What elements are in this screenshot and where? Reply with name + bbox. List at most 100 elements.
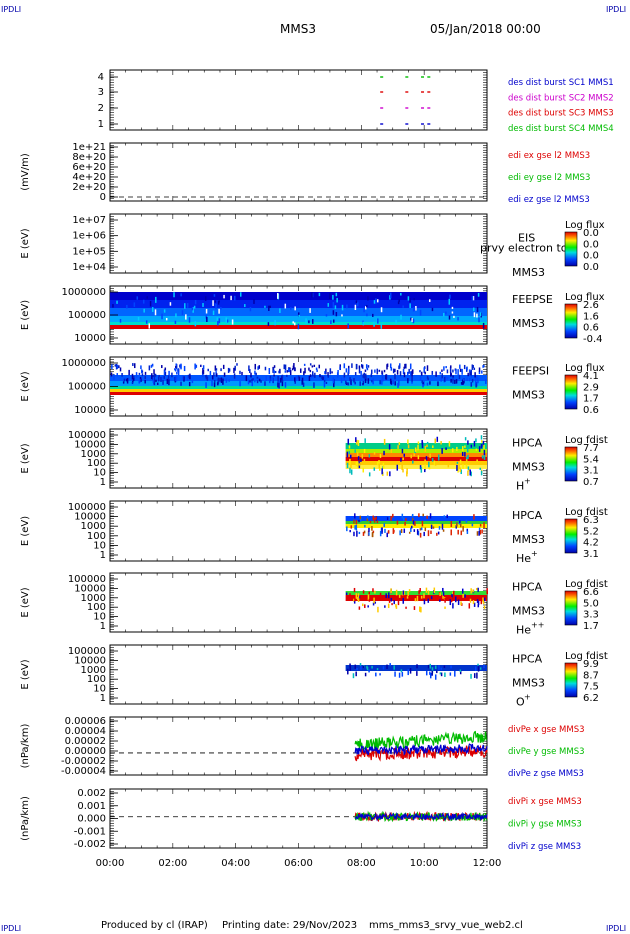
feepsi-speck <box>389 378 392 384</box>
hpca-he2-speck <box>423 599 426 605</box>
hpca-o-speck <box>398 672 401 678</box>
feepsi-speck <box>132 363 134 366</box>
hpca-h-speck <box>483 444 485 450</box>
feepse-speck <box>253 299 255 304</box>
hpca-h-speck <box>459 467 462 473</box>
feepsi-colorbar-title: Log flux <box>565 363 605 374</box>
feepse-speck <box>332 302 335 308</box>
feepsi-speck <box>141 373 144 377</box>
feepse-speck <box>451 311 454 314</box>
feepsi-speck <box>407 378 409 384</box>
feepsi-speck <box>379 380 381 385</box>
feepsi-speck <box>372 378 374 385</box>
hpca-h-speck <box>462 464 464 469</box>
feepsi-speck <box>277 382 279 388</box>
hpca-he2-speck <box>420 606 422 613</box>
hpca-o-speck <box>477 666 480 672</box>
hpca-he1-band <box>345 516 487 521</box>
feepsi-speck <box>482 365 484 368</box>
feepse-speck <box>373 321 375 327</box>
feepsi-speck <box>443 366 445 371</box>
hpca-h-speck <box>350 469 353 475</box>
hpca-o-speck <box>356 667 358 671</box>
feepsi-speck <box>452 369 454 373</box>
hpca-o-speck <box>454 670 456 677</box>
hpca-h-speck <box>401 464 403 471</box>
hpca-h-speck <box>389 471 391 477</box>
feepsi-speck <box>227 367 230 373</box>
hpca-h-speck <box>417 455 420 460</box>
feepsi-speck <box>311 371 314 376</box>
hpca-o-spacecraft-label: MMS3 <box>512 677 545 690</box>
burst-y-tick-label: 3 <box>98 87 104 98</box>
hpca-h-speck <box>468 468 470 472</box>
feepsi-speck <box>251 378 253 383</box>
feepsi-speck <box>441 369 443 372</box>
feepsi-band <box>110 386 487 389</box>
hpca-he1-speck <box>466 528 469 532</box>
hpca-h-speck <box>373 451 376 455</box>
feepsi-speck <box>345 382 348 385</box>
feepse-instrument-label: FEEPSE <box>512 293 553 306</box>
feepsi-speck <box>390 367 393 371</box>
feepsi-band <box>110 389 487 392</box>
feepse-speck <box>294 306 296 311</box>
hpca-h-speck <box>362 467 365 473</box>
feepse-speck <box>184 303 186 309</box>
hpca-h-speck <box>424 469 426 473</box>
hpca-he2-speck <box>391 603 393 606</box>
hpca-he1-speck <box>450 529 452 536</box>
feepse-speck <box>165 317 168 321</box>
feepsi-speck <box>309 369 312 373</box>
hpca-he1-y-tick-label: 100 <box>87 531 106 542</box>
feepsi-speck <box>422 382 424 385</box>
feepsi-speck <box>358 365 361 369</box>
feepsi-speck <box>409 371 412 377</box>
feepse-colorbar-tick-label: 2.6 <box>583 300 599 311</box>
feepse-colorbar-scale <box>564 303 578 339</box>
hpca-he1-speck <box>418 513 420 518</box>
hpca-he1-speck <box>373 517 376 523</box>
feepse-speck <box>217 300 220 305</box>
feepsi-speck <box>151 363 154 367</box>
feepsi-speck <box>200 364 202 367</box>
feepsi-speck <box>423 367 425 373</box>
feepsi-speck <box>248 365 250 371</box>
feepse-speck <box>362 321 365 326</box>
feepse-speck <box>218 308 220 314</box>
hpca-he1-colorbar-title: Log fdist <box>565 507 608 518</box>
hpca-he1-y-tick-label: 1 <box>100 550 106 561</box>
feepsi-speck <box>148 365 151 371</box>
hpca-h-speck <box>480 435 483 440</box>
hpca-he1-speck <box>349 530 351 533</box>
hpca-h-speck <box>364 438 366 443</box>
feepse-speck <box>136 296 139 300</box>
feepse-speck <box>457 317 459 321</box>
hpca-he2-colorbar-tick-label: 1.7 <box>583 621 599 632</box>
feepsi-speck <box>187 374 190 379</box>
feepsi-speck <box>376 368 379 375</box>
feepsi-speck <box>249 369 251 373</box>
hpca-he2-speck <box>405 606 407 609</box>
eis-colorbar-scale <box>564 231 578 267</box>
feepsi-speck <box>327 375 330 378</box>
feepse-speck <box>366 313 368 317</box>
hpca-he1-y-tick-label: 1000 <box>81 521 106 532</box>
feepse-speck <box>218 318 221 324</box>
hpca-he2-speck <box>364 604 366 608</box>
hpca-he2-speck <box>472 600 475 605</box>
hpca-h-speck <box>447 461 450 468</box>
feepsi-speck <box>234 365 236 371</box>
hpca-h-speck <box>483 453 486 460</box>
feepsi-speck <box>474 377 477 384</box>
feepse-speck <box>445 311 447 315</box>
feepsi-speck <box>115 363 118 370</box>
feepsi-speck <box>116 373 118 377</box>
hpca-o-instrument-label: HPCA <box>512 653 543 666</box>
hpca-h-speck <box>383 438 386 445</box>
hpca-h-speck <box>356 439 358 445</box>
feepsi-speck <box>370 369 373 374</box>
hpca-he2-speck <box>444 606 446 609</box>
divpi-legend-entry: divPi x gse MMS3 <box>508 797 582 807</box>
